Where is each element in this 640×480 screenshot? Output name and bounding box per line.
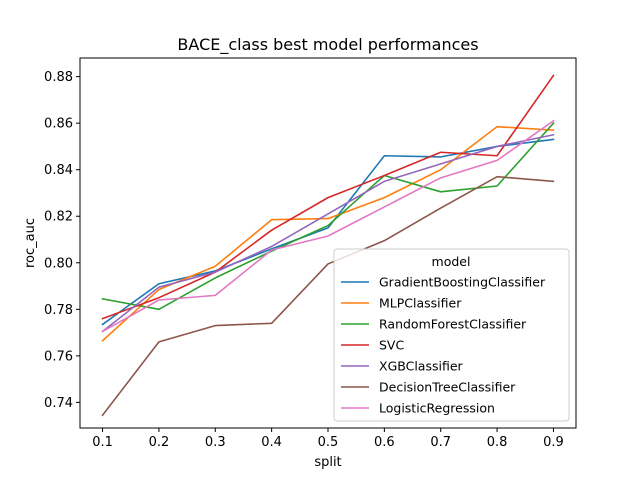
- legend-title: model: [432, 254, 471, 269]
- legend-label: DecisionTreeClassifier: [379, 380, 516, 395]
- legend: model GradientBoostingClassifier MLPClass…: [333, 248, 570, 422]
- x-tick-label: 0.8: [487, 435, 508, 450]
- legend-box: [333, 248, 570, 422]
- x-axis-ticks: 0.1 0.2 0.3 0.4 0.5 0.6 0.7 0.8 0.9: [92, 428, 564, 450]
- y-tick-label: 0.80: [44, 256, 73, 271]
- x-tick-label: 0.5: [318, 435, 339, 450]
- x-tick-label: 0.4: [261, 435, 282, 450]
- y-tick-label: 0.84: [44, 163, 73, 178]
- x-tick-label: 0.2: [149, 435, 170, 450]
- legend-items: GradientBoostingClassifier MLPClassifier R…: [341, 275, 546, 416]
- x-tick-label: 0.7: [430, 435, 451, 450]
- series-line-svc: [101, 74, 555, 320]
- legend-label: LogisticRegression: [379, 401, 495, 416]
- chart-title: BACE_class best model performances: [177, 35, 478, 55]
- series-line-logisticregression: [101, 119, 555, 333]
- y-tick-label: 0.88: [44, 70, 73, 85]
- legend-label: GradientBoostingClassifier: [379, 275, 546, 290]
- series-lines: [101, 74, 555, 417]
- x-tick-label: 0.3: [205, 435, 226, 450]
- legend-label: SVC: [379, 338, 404, 353]
- x-tick-label: 0.1: [92, 435, 113, 450]
- x-tick-label: 0.6: [374, 435, 395, 450]
- y-tick-label: 0.86: [44, 117, 73, 132]
- x-axis-label: split: [314, 455, 341, 470]
- series-line-xgbclassifier: [101, 133, 555, 333]
- legend-label: XGBClassifier: [379, 359, 464, 374]
- y-tick-label: 0.78: [44, 303, 73, 318]
- y-tick-label: 0.74: [44, 396, 73, 411]
- series-line-gradientboostingclassifier: [101, 138, 555, 326]
- y-tick-label: 0.82: [44, 210, 73, 225]
- y-axis-ticks: 0.74 0.76 0.78 0.80 0.82 0.84 0.86 0.88: [44, 70, 80, 411]
- legend-label: RandomForestClassifier: [379, 317, 527, 332]
- y-tick-label: 0.76: [44, 349, 73, 364]
- series-line-decisiontreeclassifier: [101, 175, 555, 417]
- y-axis-label: roc_auc: [23, 218, 38, 268]
- legend-label: MLPClassifier: [379, 296, 462, 311]
- x-tick-label: 0.9: [543, 435, 564, 450]
